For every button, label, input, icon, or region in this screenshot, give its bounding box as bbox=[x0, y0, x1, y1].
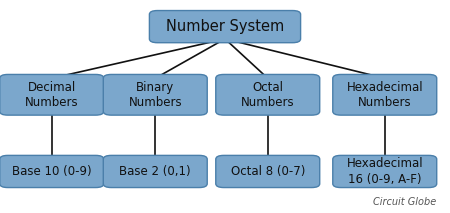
FancyBboxPatch shape bbox=[216, 74, 320, 115]
Text: Number System: Number System bbox=[166, 19, 284, 34]
FancyBboxPatch shape bbox=[103, 74, 207, 115]
Text: Circuit Globe: Circuit Globe bbox=[373, 197, 436, 207]
FancyBboxPatch shape bbox=[333, 74, 436, 115]
FancyBboxPatch shape bbox=[0, 74, 104, 115]
Text: Hexadecimal
Numbers: Hexadecimal Numbers bbox=[346, 81, 423, 109]
FancyBboxPatch shape bbox=[103, 155, 207, 187]
FancyBboxPatch shape bbox=[0, 155, 104, 187]
Text: Decimal
Numbers: Decimal Numbers bbox=[25, 81, 79, 109]
FancyBboxPatch shape bbox=[149, 10, 301, 43]
Text: Base 10 (0-9): Base 10 (0-9) bbox=[12, 165, 91, 178]
Text: Hexadecimal
16 (0-9, A-F): Hexadecimal 16 (0-9, A-F) bbox=[346, 157, 423, 186]
FancyBboxPatch shape bbox=[216, 155, 320, 187]
Text: Octal 8 (0-7): Octal 8 (0-7) bbox=[230, 165, 305, 178]
Text: Binary
Numbers: Binary Numbers bbox=[128, 81, 182, 109]
Text: Base 2 (0,1): Base 2 (0,1) bbox=[119, 165, 191, 178]
Text: Octal
Numbers: Octal Numbers bbox=[241, 81, 295, 109]
FancyBboxPatch shape bbox=[333, 155, 436, 187]
